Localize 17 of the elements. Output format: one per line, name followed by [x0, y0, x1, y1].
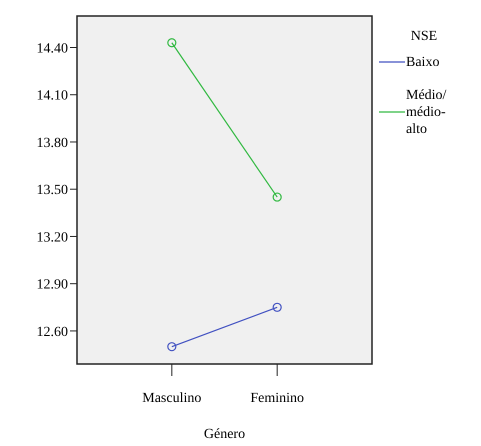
- y-tick-label: 14.40: [36, 41, 68, 56]
- point: [272, 302, 282, 312]
- point: [167, 38, 176, 48]
- y-tick-label: 12.90: [36, 278, 68, 293]
- y-tick-label: 13.80: [36, 136, 68, 151]
- x-tick-label: Feminino: [250, 391, 304, 406]
- legend-label: Médio/médio-alto: [406, 88, 447, 137]
- y-tick-label: 13.50: [36, 183, 68, 198]
- point: [272, 192, 282, 202]
- x-tick-label: Masculino: [142, 391, 202, 406]
- y-tick-label: 13.20: [36, 230, 68, 246]
- x-axis-title: Género: [204, 427, 246, 442]
- legend-title: NSE: [410, 29, 438, 44]
- y-tick-label: 12.60: [36, 324, 68, 340]
- y-tick-label: 14.10: [36, 88, 68, 104]
- point: [167, 342, 176, 352]
- legend-label: Baixo: [406, 55, 440, 70]
